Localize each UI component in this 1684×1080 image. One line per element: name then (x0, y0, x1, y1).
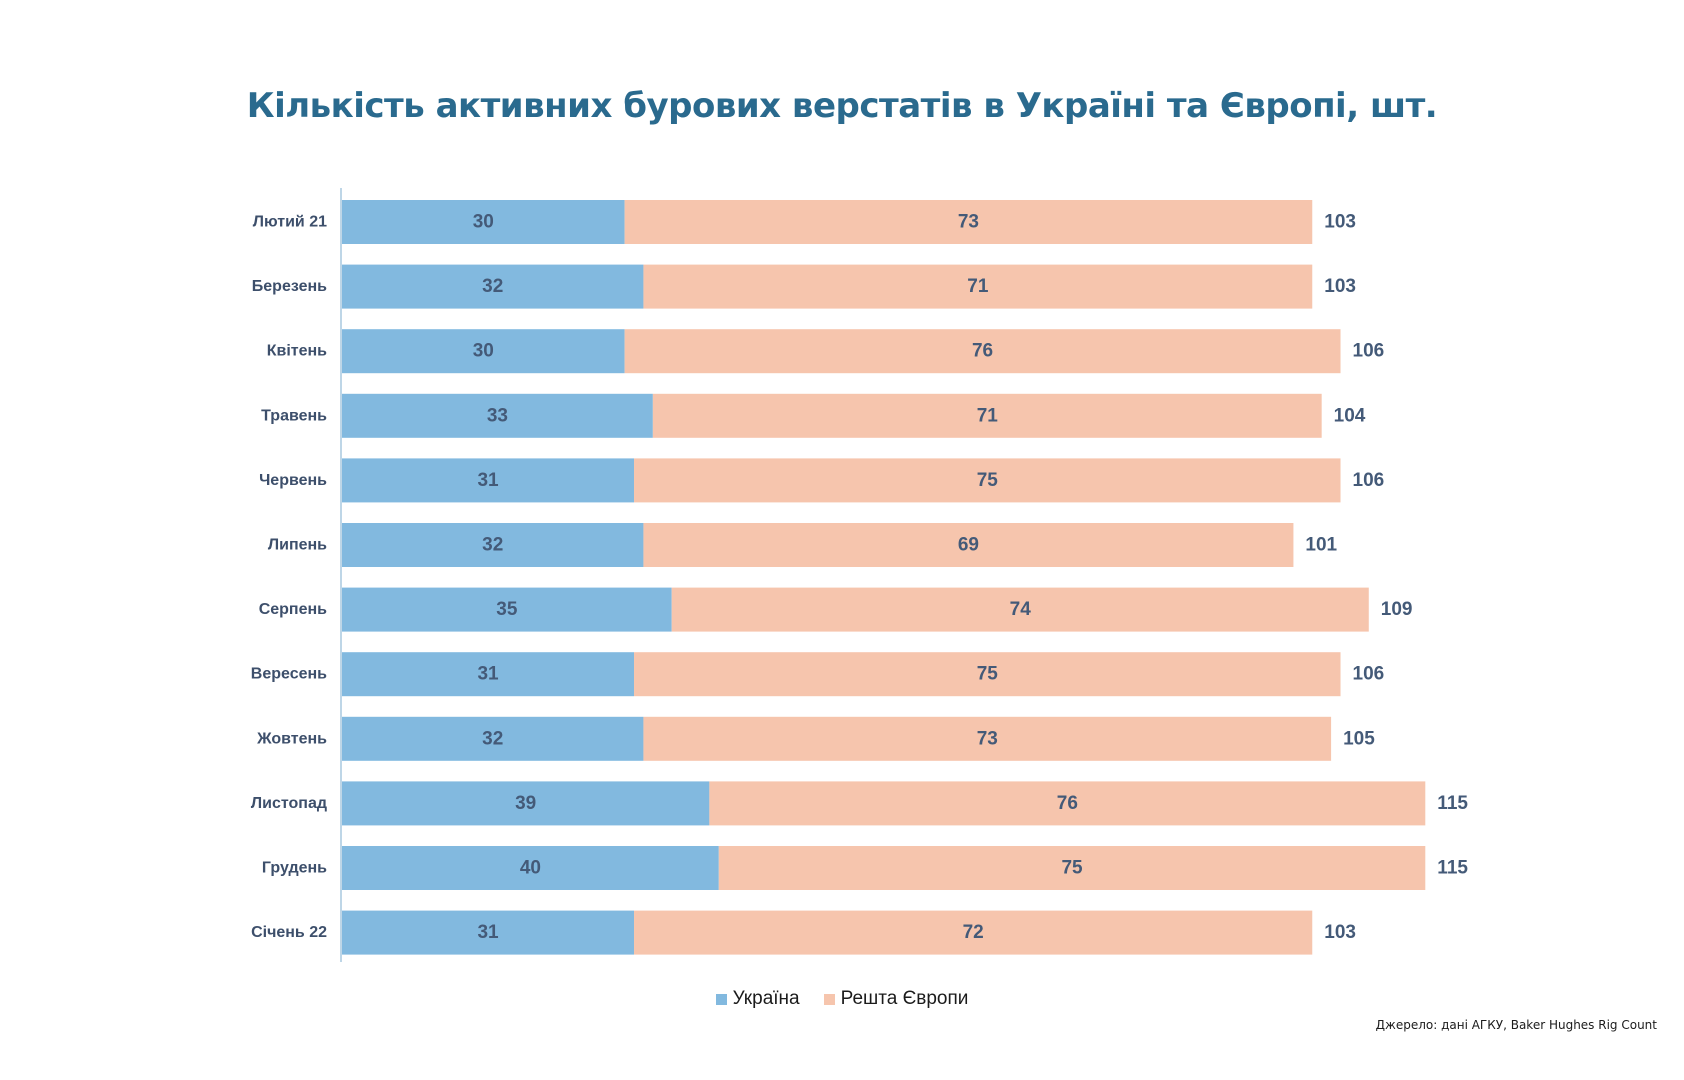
data-label-ukraine: 30 (473, 341, 494, 362)
bar-rest-of-europe (634, 458, 1341, 503)
data-label-rest-of-europe: 69 (958, 535, 979, 556)
category-label: Березень (252, 278, 327, 295)
category-label: Серпень (259, 601, 327, 618)
data-label-rest-of-europe: 75 (977, 470, 999, 491)
data-label-rest-of-europe: 74 (1010, 599, 1032, 620)
category-label: Лютий 21 (253, 214, 327, 231)
bar-rest-of-europe (624, 329, 1341, 374)
bar-rest-of-europe (718, 846, 1426, 890)
bar-ukraine (342, 652, 635, 697)
bar-ukraine (342, 393, 653, 438)
category-label: Січень 22 (251, 924, 327, 941)
bar-rest-of-europe (643, 523, 1294, 567)
data-label-rest-of-europe: 76 (1057, 793, 1078, 814)
legend-label-ukraine: Україна (732, 988, 800, 1009)
data-label-ukraine: 32 (482, 276, 503, 297)
bar-rest-of-europe (671, 587, 1369, 632)
legend-swatch-rest-of-europe (823, 993, 835, 1005)
bar-ukraine (342, 458, 635, 503)
bar-ukraine (342, 846, 719, 890)
bar-ukraine (342, 716, 644, 761)
data-label-ukraine: 33 (487, 405, 508, 426)
legend: Україна Решта Європи (0, 988, 1684, 1010)
bar-rest-of-europe (643, 264, 1313, 309)
total-label: 105 (1343, 728, 1375, 749)
bar-ukraine (342, 200, 625, 244)
data-label-ukraine: 39 (515, 793, 536, 814)
total-label: 106 (1353, 470, 1385, 491)
data-label-ukraine: 32 (482, 728, 503, 749)
data-label-rest-of-europe: 75 (977, 664, 999, 685)
total-label: 109 (1381, 599, 1413, 620)
total-label: 103 (1324, 276, 1356, 297)
category-label: Травень (261, 407, 327, 424)
category-label: Липень (268, 537, 327, 554)
bar-rest-of-europe (652, 393, 1322, 438)
total-label: 106 (1353, 664, 1385, 685)
data-label-ukraine: 31 (477, 922, 499, 943)
total-label: 106 (1353, 341, 1385, 362)
data-label-rest-of-europe: 73 (977, 728, 998, 749)
bar-ukraine (342, 264, 644, 309)
data-label-rest-of-europe: 76 (972, 341, 993, 362)
legend-swatch-ukraine (715, 993, 727, 1005)
data-label-ukraine: 31 (477, 470, 499, 491)
bar-rest-of-europe (634, 652, 1341, 697)
category-label: Вересень (251, 666, 327, 683)
legend-item-ukraine: Україна (715, 988, 800, 1010)
data-label-ukraine: 30 (473, 212, 494, 233)
bar-ukraine (342, 910, 635, 955)
bar-ukraine (342, 781, 710, 826)
total-label: 101 (1305, 535, 1337, 556)
bar-rest-of-europe (624, 200, 1313, 244)
source-note: Джерело: дані АГКУ, Baker Hughes Rig Cou… (1375, 1018, 1657, 1032)
data-label-ukraine: 32 (482, 535, 503, 556)
category-label: Грудень (262, 860, 327, 877)
data-label-rest-of-europe: 73 (958, 212, 979, 233)
legend-label-rest-of-europe: Решта Європи (840, 988, 969, 1009)
legend-item-rest-of-europe: Решта Європи (823, 988, 969, 1010)
category-label: Червень (259, 472, 327, 489)
bar-rest-of-europe (634, 910, 1313, 955)
total-label: 115 (1437, 793, 1468, 814)
bar-ukraine (342, 523, 644, 567)
data-label-rest-of-europe: 75 (1061, 858, 1083, 879)
category-label: Листопад (251, 795, 327, 812)
bar-rest-of-europe (709, 781, 1426, 826)
bar-ukraine (342, 587, 672, 632)
bars-layer: Лютий 21 30 73 103 Березень 32 71 103 Квітень 30 7… (251, 200, 1468, 955)
chart-title: Кількість активних бурових верстатів в У… (246, 86, 1438, 126)
category-label: Квітень (267, 343, 327, 360)
data-label-ukraine: 31 (477, 664, 499, 685)
total-label: 115 (1437, 858, 1468, 879)
data-label-ukraine: 35 (496, 599, 518, 620)
data-label-rest-of-europe: 72 (963, 922, 984, 943)
data-label-rest-of-europe: 71 (977, 405, 999, 426)
bar-ukraine (342, 329, 625, 374)
bar-rest-of-europe (643, 716, 1332, 761)
data-label-ukraine: 40 (520, 858, 541, 879)
total-label: 104 (1334, 405, 1366, 426)
data-label-rest-of-europe: 71 (967, 276, 989, 297)
category-label: Жовтень (256, 730, 327, 747)
total-label: 103 (1324, 922, 1356, 943)
total-label: 103 (1324, 212, 1356, 233)
